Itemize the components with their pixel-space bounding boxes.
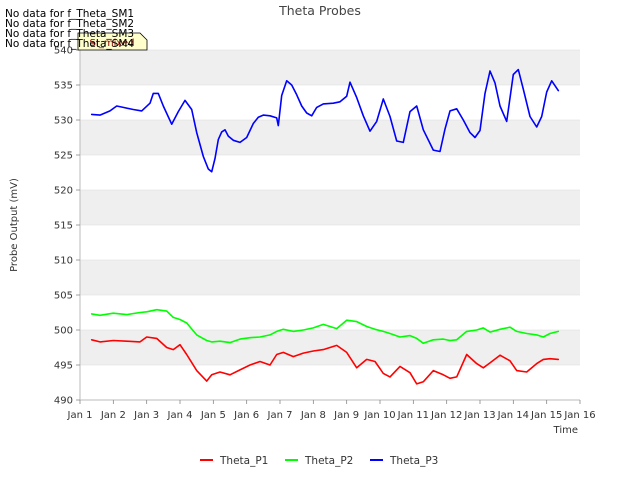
si-mixed-flag: SI_mixed [77,32,148,51]
series-layer [90,68,560,385]
background-band [80,190,580,225]
y-tick-label: 505 [54,291,73,302]
flag-label: SI_mixed [90,38,135,49]
x-tick-label: Jan 14 [497,410,529,421]
y-tick-label: 535 [54,81,73,92]
x-tick-label: Jan 12 [430,410,462,421]
y-tick-label: 540 [54,46,73,57]
x-tick-label: Jan 16 [563,410,595,421]
series-line-theta-p3 [90,68,560,173]
flag-shape [77,32,148,51]
chart-title: Theta Probes [278,3,361,18]
x-tick-label: Jan 8 [300,410,326,421]
x-tick-label: Jan 11 [397,410,429,421]
background-band [80,120,580,155]
y-tick-label: 500 [54,326,73,337]
x-tick-label: Jan 6 [233,410,259,421]
x-axis-label: Time [553,425,578,436]
legend-label-theta-p2: Theta_P2 [304,455,353,467]
y-tick-label: 525 [54,151,73,162]
y-tick-label: 490 [54,396,73,407]
x-tick-label: Jan 9 [333,410,359,421]
no-data-message-4: No data for f_Theta_SM4 [5,38,135,50]
y-tick-label: 495 [54,361,73,372]
y-tick-label: 510 [54,256,73,267]
y-ticks: 490 495 500 505 510 515 520 525 530 535 540 [54,46,80,407]
x-tick-label: Jan 10 [363,410,395,421]
x-tick-label: Jan 13 [463,410,495,421]
x-tick-label: Jan 1 [67,410,93,421]
no-data-message-3: No data for f_Theta_SM3 [5,28,135,40]
x-tick-label: Jan 7 [267,410,293,421]
x-ticks: Jan 1 Jan 2 Jan 3 Jan 4 Jan 5 Jan 6 Jan 7 Jan 8… [67,400,596,421]
background-band [80,260,580,295]
x-tick-label: Jan 2 [100,410,126,421]
x-tick-label: Jan 4 [167,410,193,421]
no-data-message-1: No data for f_Theta_SM1 [5,8,135,20]
y-tick-label: 520 [54,186,73,197]
series-line-theta-p2 [90,308,560,345]
series-line-theta-p1 [90,336,560,385]
background-band [80,50,580,85]
y-axis-label: Probe Output (mV) [9,178,20,272]
x-tick-label: Jan 5 [200,410,226,421]
legend: Theta_P1 Theta_P2 Theta_P3 [200,455,438,467]
x-tick-label: Jan 3 [133,410,159,421]
x-tick-label: Jan 15 [530,410,562,421]
y-tick-label: 515 [54,221,73,232]
y-tick-label: 530 [54,116,73,127]
legend-label-theta-p1: Theta_P1 [219,455,268,467]
legend-label-theta-p3: Theta_P3 [389,455,438,467]
no-data-message-2: No data for f_Theta_SM2 [5,18,135,30]
